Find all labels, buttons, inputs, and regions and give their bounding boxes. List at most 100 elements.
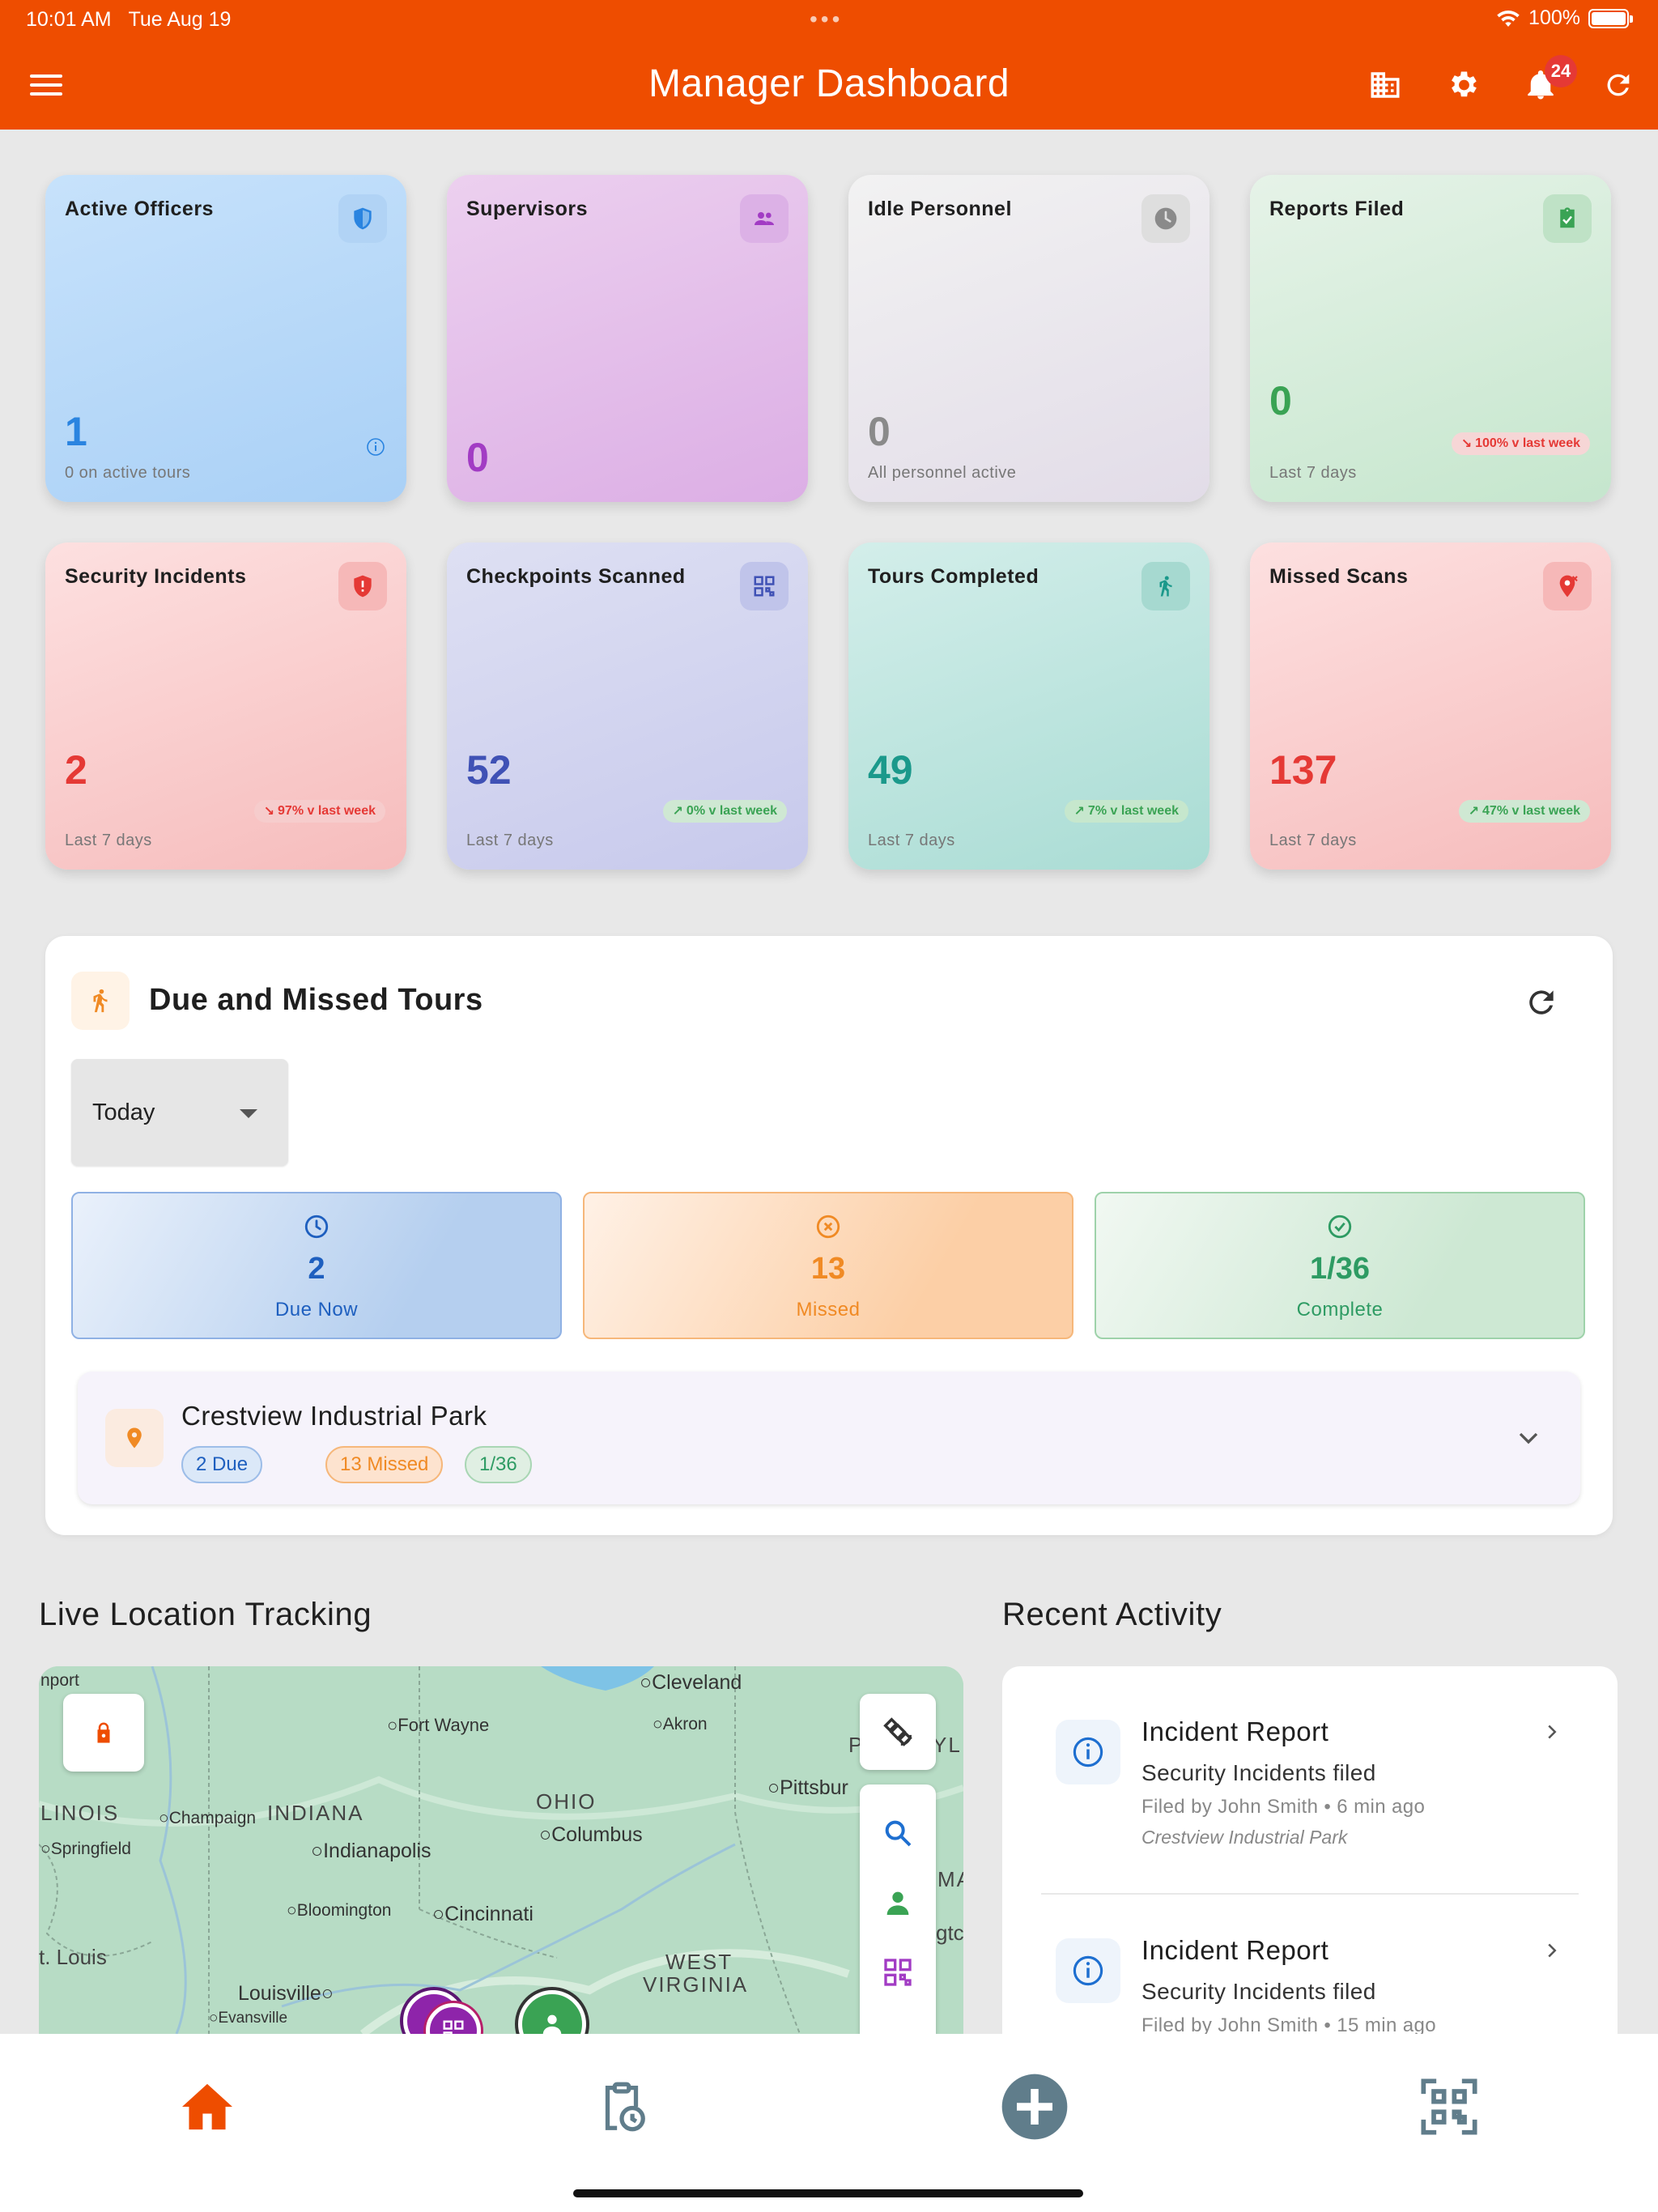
- home-indicator: [573, 2189, 1083, 2197]
- stat-value: 0: [868, 409, 891, 454]
- stat-value: 52: [466, 747, 512, 793]
- stat-title: Reports Filed: [1269, 198, 1405, 220]
- map-state: WEST: [665, 1950, 733, 1974]
- missed-label: Missed: [796, 1299, 861, 1321]
- shield-alert-icon: [338, 562, 387, 610]
- map-satellite-button[interactable]: [860, 1694, 936, 1770]
- bottom-navigation: [0, 2034, 1658, 2212]
- activity-meta: Filed by John Smith • 6 min ago: [1141, 1796, 1426, 1818]
- stat-value: 0: [466, 435, 489, 480]
- trend-badge: ↗ 47% v last week: [1458, 800, 1590, 823]
- trend-up-icon: ↗: [672, 805, 683, 819]
- map-state: t. Louis: [39, 1945, 107, 1969]
- stat-card-missed-scans[interactable]: Missed Scans 137 ↗ 47% v last week Last 7…: [1250, 542, 1611, 870]
- stat-subtitle: 0 on active tours: [65, 464, 191, 482]
- stat-card-supervisors[interactable]: Supervisors 0: [447, 175, 808, 502]
- activity-description: Security Incidents filed: [1141, 1979, 1376, 2004]
- stat-card-security-incidents[interactable]: Security Incidents 2 ↘ 97% v last week La…: [45, 542, 406, 870]
- stat-value: 1: [65, 409, 87, 454]
- map-city: Louisville○: [238, 1982, 334, 2005]
- chevron-down-icon[interactable]: [1512, 1422, 1545, 1454]
- stat-subtitle: Last 7 days: [466, 832, 554, 849]
- trend-badge: ↘ 100% v last week: [1451, 432, 1590, 455]
- map-lock-button[interactable]: [63, 1694, 144, 1772]
- stat-title: Checkpoints Scanned: [466, 565, 686, 588]
- notification-badge: 24: [1545, 55, 1577, 87]
- search-icon[interactable]: [882, 1817, 914, 1849]
- chevron-right-icon[interactable]: [1540, 1720, 1564, 1744]
- nav-scan[interactable]: [1409, 2066, 1490, 2147]
- stat-value: 2: [65, 747, 87, 793]
- info-icon[interactable]: [366, 437, 385, 457]
- stat-card-checkpoints-scanned[interactable]: Checkpoints Scanned 52 ↗ 0% v last week L…: [447, 542, 808, 870]
- home-icon: [182, 2083, 232, 2130]
- trend-up-icon: ↗: [1073, 805, 1085, 819]
- map-city: ○Indianapolis: [311, 1840, 432, 1862]
- multitask-dots[interactable]: •••: [810, 6, 844, 32]
- clipboard-check-icon: [1543, 194, 1592, 243]
- chevron-right-icon[interactable]: [1540, 1938, 1564, 1963]
- complete-tile[interactable]: 1/36 Complete: [1095, 1192, 1585, 1339]
- map-tools-panel: [860, 1784, 936, 2034]
- date-filter-dropdown[interactable]: Today: [71, 1059, 288, 1166]
- clock-icon: [304, 1214, 329, 1239]
- nav-add[interactable]: [994, 2066, 1075, 2147]
- nav-tours-history[interactable]: [581, 2066, 662, 2147]
- activity-item[interactable]: Incident Report Security Incidents filed…: [1002, 1666, 1618, 1861]
- date-filter-value: Today: [92, 1100, 155, 1125]
- map-city: ○Cleveland: [640, 1671, 742, 1694]
- site-row-crestview[interactable]: Crestview Industrial Park 2 Due 13 Misse…: [78, 1372, 1580, 1504]
- missed-chip: 13 Missed: [325, 1446, 444, 1483]
- status-time: 10:01 AM Tue Aug 19: [26, 8, 232, 31]
- missed-count: 13: [810, 1252, 846, 1286]
- battery-percent: 100%: [1528, 6, 1580, 29]
- activity-item[interactable]: Incident Report Security Incidents filed…: [1002, 1885, 1618, 2039]
- caret-down-icon: [240, 1109, 257, 1118]
- add-circle-icon: [1001, 2074, 1068, 2140]
- map-city: nport: [40, 1671, 79, 1690]
- info-icon: [1056, 1938, 1120, 2003]
- clock-icon: [1141, 194, 1190, 243]
- missed-tile[interactable]: 13 Missed: [583, 1192, 1073, 1339]
- map-city: ○Evansville: [209, 2010, 288, 2027]
- stat-subtitle: All personnel active: [868, 464, 1017, 482]
- refresh-icon[interactable]: [1524, 985, 1559, 1020]
- menu-button[interactable]: [26, 65, 66, 105]
- map-state: VIRGINIA: [643, 1972, 749, 1997]
- stat-card-idle-personnel[interactable]: Idle Personnel 0 All personnel active: [848, 175, 1209, 502]
- trend-down-icon: ↘: [263, 805, 275, 819]
- stat-title: Missed Scans: [1269, 565, 1409, 588]
- stat-value: 49: [868, 747, 913, 793]
- live-map[interactable]: nport ○Cleveland ○Fort Wayne ○Akron ○Pit…: [39, 1666, 963, 2034]
- stat-card-active-officers[interactable]: Active Officers 1 0 on active tours: [45, 175, 406, 502]
- due-label: Due Now: [274, 1299, 359, 1321]
- qr-icon[interactable]: [882, 1956, 914, 1989]
- stat-card-reports-filed[interactable]: Reports Filed 0 ↘ 100% v last week Last 7…: [1250, 175, 1611, 502]
- panel-title: Due and Missed Tours: [149, 983, 483, 1017]
- map-section-title: Live Location Tracking: [39, 1597, 372, 1632]
- battery-icon: [1588, 8, 1633, 28]
- complete-count: 1/36: [1310, 1252, 1370, 1286]
- sites-button[interactable]: [1365, 65, 1405, 105]
- building-icon: [1371, 72, 1400, 98]
- settings-button[interactable]: [1443, 65, 1483, 105]
- map-state: YL: [933, 1733, 962, 1757]
- person-icon[interactable]: [882, 1887, 914, 1919]
- clipboard-clock-icon: [605, 2082, 645, 2132]
- stat-title: Active Officers: [65, 198, 214, 220]
- map-city: ○Springfield: [40, 1840, 131, 1858]
- due-now-tile[interactable]: 2 Due Now: [71, 1192, 562, 1339]
- notifications-button[interactable]: 24: [1520, 55, 1577, 105]
- activity-divider: [1041, 1893, 1579, 1895]
- person-icon: [542, 2014, 562, 2034]
- trend-down-icon: ↘: [1460, 437, 1473, 451]
- activity-description: Security Incidents filed: [1141, 1760, 1376, 1785]
- app-header: 10:01 AM Tue Aug 19 ••• 100% Manager Das…: [0, 0, 1658, 130]
- stat-card-tours-completed[interactable]: Tours Completed 49 ↗ 7% v last week Last …: [848, 542, 1209, 870]
- refresh-button[interactable]: [1598, 65, 1639, 105]
- stat-value: 137: [1269, 747, 1337, 793]
- activity-title: Incident Report: [1141, 1716, 1329, 1746]
- nav-home[interactable]: [167, 2066, 248, 2147]
- walk-icon: [71, 972, 130, 1030]
- activity-title: Incident Report: [1141, 1935, 1329, 1965]
